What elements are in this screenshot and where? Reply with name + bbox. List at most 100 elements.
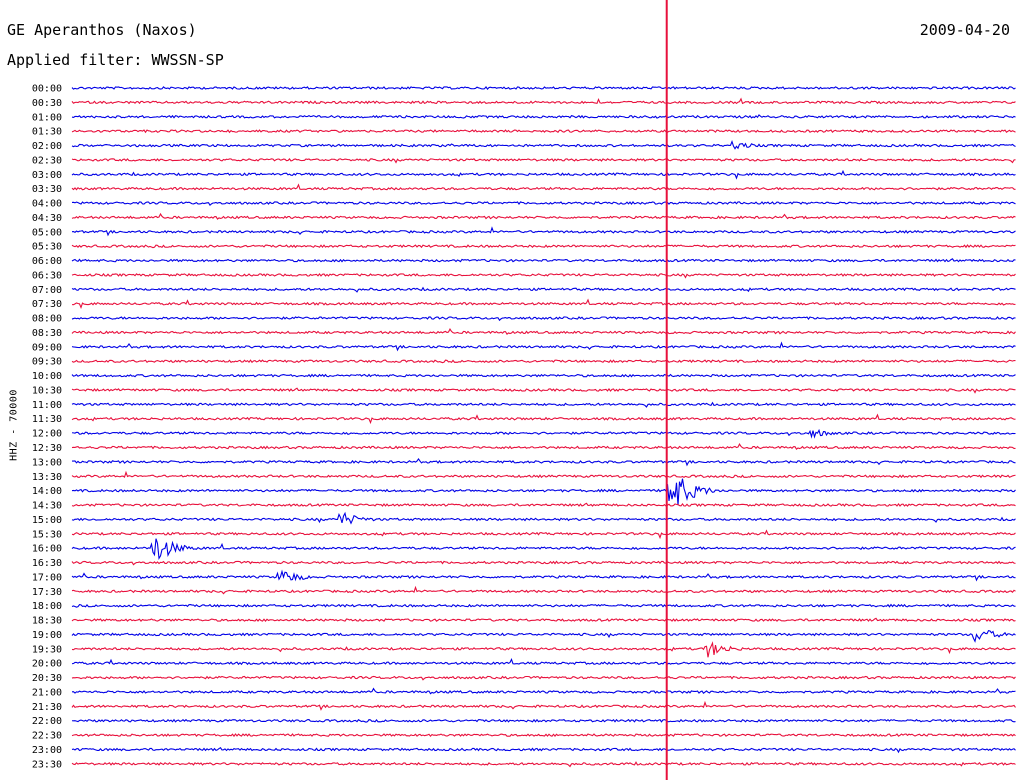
time-label: 17:30 [32, 587, 62, 598]
time-label: 23:30 [32, 759, 62, 770]
trace-row [71, 502, 1016, 507]
time-label: 04:00 [32, 199, 62, 210]
time-label: 16:00 [32, 544, 62, 555]
trace-row [71, 747, 1016, 754]
trace-row [71, 169, 1016, 180]
time-label: 05:00 [32, 227, 62, 238]
time-label: 15:30 [32, 529, 62, 540]
trace-row [71, 442, 1016, 450]
trace-row [71, 641, 1016, 658]
trace-row [71, 183, 1016, 191]
seismic-event [974, 633, 976, 635]
time-label: 15:00 [32, 515, 62, 526]
time-label: 09:30 [32, 357, 62, 368]
trace-row [71, 458, 1016, 467]
seismic-traces [71, 86, 1016, 768]
time-label: 12:30 [32, 443, 62, 454]
time-label: 18:00 [32, 601, 62, 612]
trace-row [71, 140, 1016, 150]
trace-row [71, 316, 1016, 322]
trace-row [71, 700, 1016, 711]
time-label: 03:00 [32, 170, 62, 181]
time-label: 00:30 [32, 98, 62, 109]
trace-row [71, 428, 1016, 439]
trace-row [71, 603, 1016, 608]
trace-row [71, 359, 1016, 364]
trace-row [71, 617, 1016, 623]
trace-row [71, 585, 1016, 595]
trace-row [71, 158, 1016, 164]
trace-row [71, 244, 1016, 249]
time-label: 19:00 [32, 630, 62, 641]
seismic-event [338, 518, 340, 520]
filter-label: Applied filter: WWSSN-SP [7, 51, 224, 69]
time-label: 01:00 [32, 112, 62, 123]
trace-row [71, 114, 1016, 119]
trace-row [71, 413, 1016, 425]
trace-row [71, 226, 1016, 237]
trace-row [71, 687, 1016, 695]
time-label: 12:00 [32, 429, 62, 440]
time-label: 11:00 [32, 400, 62, 411]
trace-row [71, 97, 1016, 105]
time-label: 00:00 [32, 84, 62, 95]
time-label: 05:30 [32, 242, 62, 253]
time-labels: 00:00 00:30 01:00 01:30 02:00 02:30 03:00 03:30… [32, 84, 62, 771]
trace-row [71, 511, 1016, 525]
station-title: GE Aperanthos (Naxos) [7, 21, 197, 39]
trace-row [71, 478, 1016, 506]
trace-row [71, 675, 1016, 681]
trace-row [71, 341, 1016, 352]
trace-row [71, 387, 1016, 394]
time-label: 02:00 [32, 141, 62, 152]
trace-row [71, 258, 1016, 263]
time-label: 07:30 [32, 299, 62, 310]
time-label: 01:30 [32, 127, 62, 138]
trace-row [71, 373, 1016, 378]
date-label: 2009-04-20 [919, 21, 1010, 39]
time-label: 10:00 [32, 371, 62, 382]
trace-row [71, 733, 1016, 738]
trace-row [71, 401, 1016, 408]
time-label: 17:00 [32, 572, 62, 583]
trace-row [71, 129, 1016, 134]
trace-row [71, 538, 1016, 560]
time-label: 20:00 [32, 659, 62, 670]
time-label: 03:30 [32, 184, 62, 195]
trace-row [71, 327, 1016, 335]
time-label: 14:30 [32, 501, 62, 512]
trace-row [71, 569, 1016, 582]
trace-row [71, 286, 1016, 293]
time-label: 21:00 [32, 687, 62, 698]
time-label: 06:30 [32, 270, 62, 281]
trace-row [71, 201, 1016, 207]
time-label: 14:00 [32, 486, 62, 497]
time-label: 21:30 [32, 702, 62, 713]
time-label: 13:30 [32, 472, 62, 483]
time-label: 13:00 [32, 457, 62, 468]
time-label: 02:30 [32, 155, 62, 166]
time-label: 08:30 [32, 328, 62, 339]
time-label: 09:00 [32, 342, 62, 353]
trace-row [71, 657, 1016, 666]
time-label: 18:30 [32, 616, 62, 627]
time-label: 08:00 [32, 314, 62, 325]
time-label: 20:30 [32, 673, 62, 684]
time-label: 23:00 [32, 745, 62, 756]
trace-row [71, 761, 1016, 768]
time-label: 22:30 [32, 731, 62, 742]
time-label: 06:00 [32, 256, 62, 267]
time-label: 19:30 [32, 644, 62, 655]
trace-row [71, 298, 1016, 310]
time-label: 07:00 [32, 285, 62, 296]
trace-row [71, 212, 1016, 220]
time-label: 04:30 [32, 213, 62, 224]
time-label: 10:30 [32, 385, 62, 396]
trace-row [71, 560, 1016, 566]
seismic-events [153, 145, 976, 650]
time-label: 16:30 [32, 558, 62, 569]
trace-row [71, 272, 1016, 279]
trace-row [71, 718, 1016, 723]
trace-row [71, 470, 1016, 479]
time-label: 11:30 [32, 414, 62, 425]
